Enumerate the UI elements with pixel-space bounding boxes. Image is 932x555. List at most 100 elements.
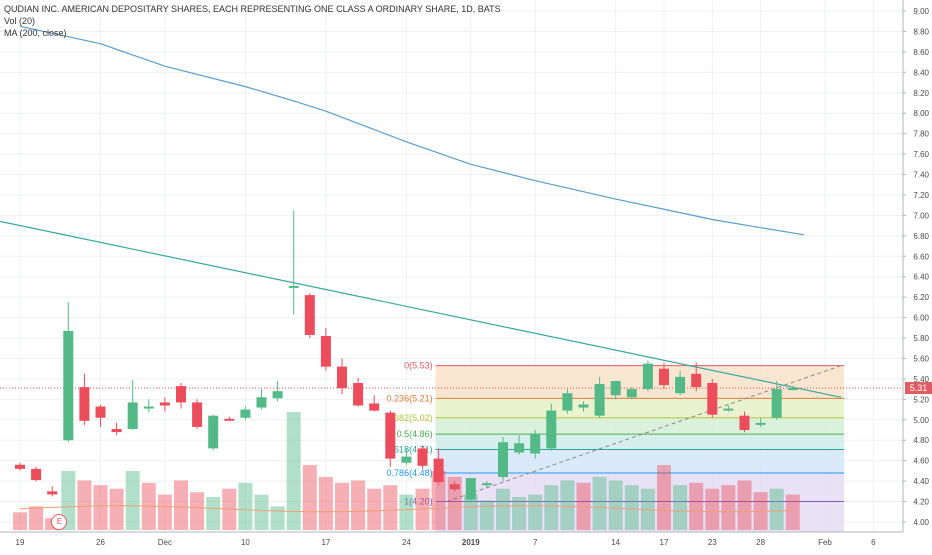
fib-level-label: 0.786(4.48) xyxy=(387,468,433,478)
price-tick-label: 4.00 xyxy=(913,518,929,527)
candle-body xyxy=(401,456,412,463)
indicator-lines xyxy=(0,25,903,398)
candle-body xyxy=(63,330,74,441)
volume-bar xyxy=(93,485,108,530)
volume-bar xyxy=(206,496,221,530)
price-tick-label: 4.20 xyxy=(913,498,929,507)
price-tick-label: 4.80 xyxy=(913,436,929,445)
candle-body xyxy=(304,295,315,335)
volume-bar xyxy=(463,494,478,530)
chart-legend: QUDIAN INC. AMERICAN DEPOSITARY SHARES, … xyxy=(4,3,501,39)
volume-bar xyxy=(592,476,607,530)
candle-body xyxy=(47,491,58,495)
price-tick-label: 7.60 xyxy=(913,150,929,159)
volume-bar xyxy=(302,465,317,530)
time-tick-label: Feb xyxy=(818,538,832,547)
time-tick-label: 23 xyxy=(708,538,717,547)
price-tick-label: 7.20 xyxy=(913,191,929,200)
volume-bar xyxy=(528,494,543,530)
fib-zone xyxy=(435,365,845,399)
price-tick-label: 5.40 xyxy=(913,375,929,384)
price-tick-label: 9.00 xyxy=(913,7,929,16)
price-tick-label: 8.20 xyxy=(913,89,929,98)
fib-level-label: 0(5.53) xyxy=(404,361,433,371)
price-tick-label: 6.80 xyxy=(913,232,929,241)
fib-zone xyxy=(435,398,845,418)
candlesticks xyxy=(15,210,798,503)
price-tick-label: 7.00 xyxy=(913,211,929,220)
volume-bar xyxy=(61,471,76,530)
time-tick-label: 2019 xyxy=(462,538,480,547)
current-price-badge: 5.31 xyxy=(905,382,932,395)
candle-body xyxy=(594,384,605,416)
price-tick-label: 8.00 xyxy=(913,109,929,118)
volume-bar xyxy=(431,471,446,530)
volume-bar xyxy=(318,476,333,530)
volume-indicator-label[interactable]: Vol (20) xyxy=(4,16,36,26)
volume-bar xyxy=(157,494,172,530)
price-tick-label: 7.80 xyxy=(913,130,929,139)
ma-indicator-label[interactable]: MA (200, close) xyxy=(4,28,67,38)
volume-bar xyxy=(560,480,575,530)
volume-bar xyxy=(689,482,704,530)
time-tick-label: 28 xyxy=(756,538,765,547)
volume-bar xyxy=(737,480,752,530)
candle-body xyxy=(240,409,251,418)
price-tick-label: 8.80 xyxy=(913,27,929,36)
candle-body xyxy=(176,386,186,403)
price-tick-label: 6.40 xyxy=(913,273,929,282)
candle-body xyxy=(288,285,299,288)
fib-level-label: 1(4.20) xyxy=(404,497,433,507)
volume-bar xyxy=(270,506,285,530)
volume-bar xyxy=(77,480,92,530)
volume-bar xyxy=(721,485,736,530)
candle-body xyxy=(353,383,364,406)
candle-body xyxy=(143,406,154,409)
earnings-marker[interactable]: E xyxy=(51,514,68,530)
price-tick-label: 5.60 xyxy=(913,354,929,363)
volume-bar xyxy=(29,506,44,530)
candle-body xyxy=(562,393,573,411)
time-tick-label: 6 xyxy=(871,538,876,547)
volume-bars xyxy=(13,412,800,530)
candle-body xyxy=(15,464,25,469)
candle-body xyxy=(787,388,798,391)
candle-body xyxy=(642,363,653,390)
candle-body xyxy=(95,406,106,418)
volume-bar xyxy=(190,492,205,530)
chart-title: QUDIAN INC. AMERICAN DEPOSITARY SHARES, … xyxy=(4,4,501,14)
candle-body xyxy=(417,448,428,466)
candle-body xyxy=(465,478,476,500)
volume-bar xyxy=(286,412,301,530)
candle-body xyxy=(546,410,557,449)
ma200-line xyxy=(19,25,805,236)
candle-body xyxy=(498,442,508,478)
candle-body xyxy=(79,387,90,421)
volume-bar xyxy=(544,485,559,530)
time-tick-label: 17 xyxy=(660,538,669,547)
price-axis-panel xyxy=(903,0,932,550)
candle-body xyxy=(771,389,782,418)
candle-body xyxy=(31,468,42,481)
fib-zone xyxy=(435,417,845,435)
volume-bar xyxy=(673,485,688,530)
time-tick-label: 17 xyxy=(321,538,330,547)
volume-bar xyxy=(367,488,382,530)
candle-body xyxy=(707,383,718,415)
candle-body xyxy=(320,335,331,367)
fib-level-label: 0.5(4.86) xyxy=(397,429,433,439)
candle-body xyxy=(481,483,492,486)
time-tick-label: 24 xyxy=(402,538,411,547)
trend-line xyxy=(0,220,842,398)
candle-body xyxy=(530,434,541,454)
price-tick-label: 8.40 xyxy=(913,68,929,77)
price-tick-label: 6.20 xyxy=(913,293,929,302)
time-tick-label: 10 xyxy=(241,538,250,547)
volume-bar xyxy=(238,482,253,530)
candle-body xyxy=(723,408,734,411)
volume-bar xyxy=(705,488,720,530)
candle-body xyxy=(610,380,621,396)
volume-bar xyxy=(785,494,800,530)
price-tick-label: 6.60 xyxy=(913,252,929,261)
